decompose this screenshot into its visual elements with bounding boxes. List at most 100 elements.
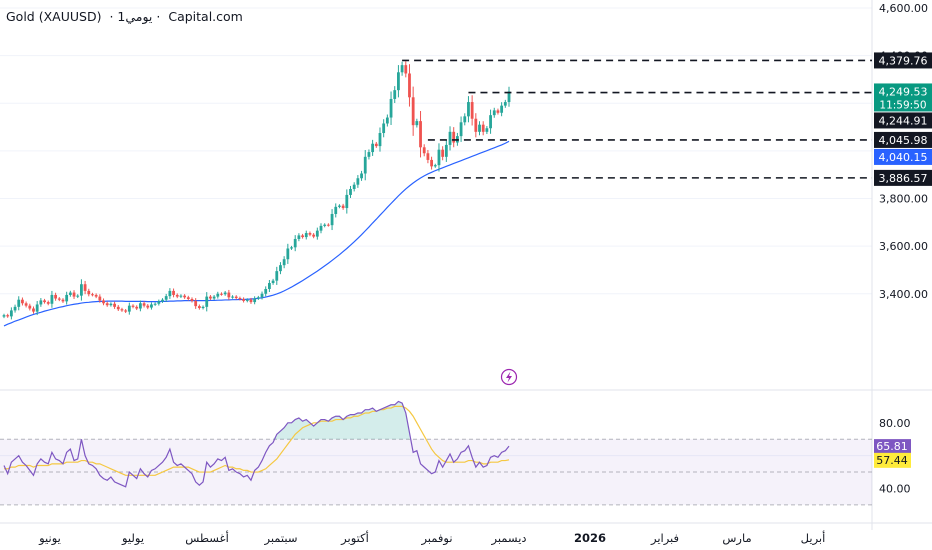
- candle-body[interactable]: [168, 290, 172, 297]
- candle-body[interactable]: [356, 178, 360, 185]
- candle-body[interactable]: [467, 102, 470, 117]
- candle-body[interactable]: [216, 293, 220, 297]
- candle-body[interactable]: [430, 159, 433, 167]
- candle-body[interactable]: [172, 290, 175, 295]
- candle-body[interactable]: [94, 294, 98, 297]
- candle-body[interactable]: [397, 72, 400, 91]
- candle-body[interactable]: [127, 305, 131, 312]
- candle-body[interactable]: [426, 153, 430, 160]
- candle-body[interactable]: [352, 184, 356, 189]
- candle-body[interactable]: [24, 303, 28, 306]
- candle-body[interactable]: [334, 206, 338, 214]
- candle-body[interactable]: [91, 294, 94, 296]
- interval-label[interactable]: · يومي1 ·: [109, 9, 161, 24]
- candle-body[interactable]: [408, 73, 411, 98]
- candle-body[interactable]: [301, 235, 304, 238]
- candle-body[interactable]: [190, 298, 194, 301]
- candle-body[interactable]: [87, 290, 91, 295]
- candle-body[interactable]: [35, 304, 39, 312]
- candle-body[interactable]: [345, 194, 349, 209]
- candle-body[interactable]: [83, 284, 87, 291]
- candle-body[interactable]: [179, 295, 183, 297]
- candle-body[interactable]: [256, 297, 260, 299]
- candle-body[interactable]: [422, 147, 426, 154]
- candle-body[interactable]: [279, 265, 282, 272]
- candle-body[interactable]: [98, 296, 102, 301]
- candle-body[interactable]: [186, 297, 190, 299]
- candle-body[interactable]: [253, 298, 257, 303]
- candle-body[interactable]: [297, 235, 301, 239]
- candle-body[interactable]: [43, 300, 46, 303]
- candle-body[interactable]: [264, 288, 268, 294]
- candle-body[interactable]: [290, 247, 293, 249]
- candle-body[interactable]: [271, 280, 275, 284]
- candle-body[interactable]: [411, 97, 415, 126]
- candle-body[interactable]: [360, 173, 363, 179]
- candle-body[interactable]: [209, 296, 212, 299]
- candle-body[interactable]: [234, 296, 238, 299]
- candle-body[interactable]: [231, 296, 234, 298]
- candle-body[interactable]: [146, 305, 150, 308]
- candle-body[interactable]: [72, 292, 76, 297]
- candle-body[interactable]: [341, 205, 345, 209]
- candle-body[interactable]: [135, 306, 139, 309]
- candle-body[interactable]: [452, 131, 456, 143]
- candle-body[interactable]: [330, 213, 334, 226]
- candle-body[interactable]: [113, 303, 116, 307]
- candle-body[interactable]: [105, 303, 109, 306]
- candle-body[interactable]: [304, 233, 308, 238]
- candle-body[interactable]: [433, 165, 437, 167]
- candle-body[interactable]: [268, 283, 271, 289]
- candle-body[interactable]: [371, 143, 375, 153]
- candle-body[interactable]: [245, 299, 249, 301]
- candle-body[interactable]: [161, 299, 164, 302]
- candle-body[interactable]: [503, 102, 507, 106]
- candle-body[interactable]: [293, 238, 297, 248]
- candle-body[interactable]: [349, 188, 352, 195]
- candle-body[interactable]: [448, 131, 452, 145]
- candle-body[interactable]: [489, 115, 492, 129]
- candle-body[interactable]: [76, 295, 80, 297]
- candle-body[interactable]: [315, 230, 319, 237]
- candle-body[interactable]: [205, 296, 209, 307]
- candle-body[interactable]: [32, 308, 35, 312]
- candle-body[interactable]: [39, 300, 43, 305]
- candle-body[interactable]: [496, 110, 500, 113]
- moving-average-line[interactable]: [3, 140, 510, 327]
- candle-body[interactable]: [153, 303, 157, 305]
- candle-body[interactable]: [326, 224, 330, 226]
- candle-body[interactable]: [65, 294, 69, 302]
- candle-body[interactable]: [444, 144, 448, 157]
- candle-body[interactable]: [17, 299, 21, 307]
- candle-body[interactable]: [46, 302, 50, 304]
- candle-body[interactable]: [470, 102, 474, 119]
- candle-body[interactable]: [459, 122, 463, 137]
- candle-body[interactable]: [286, 248, 290, 260]
- candle-body[interactable]: [415, 121, 419, 126]
- candle-body[interactable]: [249, 299, 253, 303]
- candle-body[interactable]: [260, 293, 264, 298]
- candle-body[interactable]: [50, 294, 54, 304]
- candle-body[interactable]: [492, 110, 496, 116]
- candle-body[interactable]: [385, 117, 389, 124]
- candle-body[interactable]: [308, 233, 312, 235]
- candle-body[interactable]: [124, 310, 128, 312]
- candle-body[interactable]: [80, 284, 83, 296]
- symbol-title[interactable]: Gold (XAUUSD): [6, 9, 102, 24]
- rsi-line[interactable]: [3, 400, 510, 488]
- candle-body[interactable]: [282, 259, 286, 266]
- candle-body[interactable]: [382, 123, 386, 134]
- candle-body[interactable]: [275, 271, 279, 281]
- candle-body[interactable]: [2, 315, 6, 317]
- candle-body[interactable]: [374, 143, 378, 147]
- candle-body[interactable]: [54, 294, 58, 299]
- candle-body[interactable]: [13, 306, 17, 311]
- candle-body[interactable]: [183, 295, 187, 298]
- candle-body[interactable]: [194, 300, 198, 307]
- candle-body[interactable]: [481, 124, 485, 132]
- candle-body[interactable]: [102, 300, 105, 304]
- candle-body[interactable]: [223, 292, 227, 295]
- candle-body[interactable]: [28, 305, 32, 309]
- candle-body[interactable]: [201, 306, 205, 309]
